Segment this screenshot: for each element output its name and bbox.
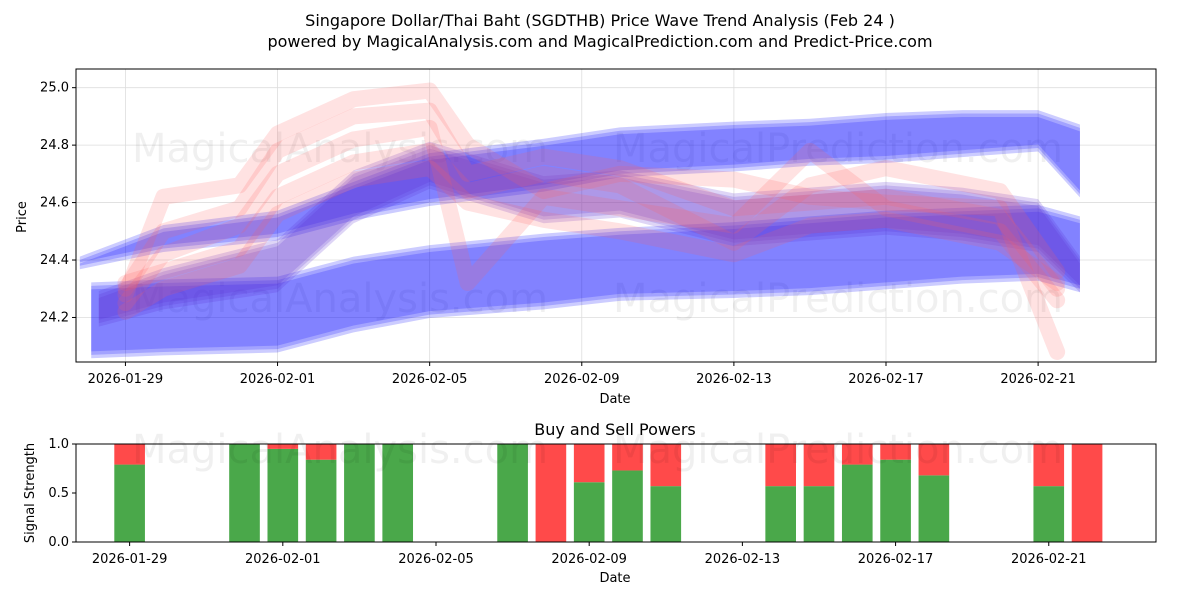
buy-bar xyxy=(497,444,528,542)
powers-xtick-label: 2026-01-29 xyxy=(92,552,168,567)
powers-xtick-label: 2026-02-17 xyxy=(858,552,934,567)
watermark-text: MagicalAnalysis.com xyxy=(132,276,548,322)
buy-bar xyxy=(880,459,911,542)
wave-line-0 xyxy=(117,82,1066,360)
powers-ylabel: Signal Strength xyxy=(23,443,38,543)
sell-bar xyxy=(267,444,299,449)
buy-bar xyxy=(841,464,873,542)
price-xlabel: Date xyxy=(599,392,630,407)
chart-title-line1: Singapore Dollar/Thai Baht (SGDTHB) Pric… xyxy=(305,11,895,30)
sell-bar xyxy=(1071,444,1103,542)
sell-bar xyxy=(841,444,873,465)
watermark-text: MagicalPrediction.com xyxy=(613,126,1063,172)
powers-xlabel: Date xyxy=(599,571,630,586)
price-xtick-label: 2026-02-17 xyxy=(848,372,924,387)
buy-bar xyxy=(382,444,414,542)
price-series-area xyxy=(79,82,1080,360)
price-ytick-label: 25.0 xyxy=(40,81,69,96)
powers-ytick-label: 0.5 xyxy=(48,486,69,501)
buy-bar xyxy=(650,486,682,542)
powers-xtick-label: 2026-02-01 xyxy=(245,552,321,567)
price-xtick-label: 2026-02-09 xyxy=(544,372,620,387)
sell-bar xyxy=(1033,444,1065,487)
powers-xtick-label: 2026-02-13 xyxy=(705,552,781,567)
buy-bar xyxy=(305,459,337,542)
watermark-text: MagicalAnalysis.com xyxy=(132,427,548,473)
buy-bar xyxy=(267,448,299,542)
sell-bar xyxy=(918,444,950,476)
sell-bar xyxy=(535,444,567,542)
band-blue-lower-band-1 xyxy=(91,208,1080,355)
buy-bar xyxy=(344,444,375,542)
band-purple-wave-0 xyxy=(98,148,1080,327)
price-xtick-label: 2026-02-21 xyxy=(1000,372,1076,387)
price-ytick-label: 24.8 xyxy=(40,138,69,153)
wave-line-2 xyxy=(117,119,1066,312)
price-plot-frame xyxy=(75,68,1157,363)
sell-bar xyxy=(114,444,145,465)
watermark-text: MagicalPrediction.com xyxy=(613,427,1063,473)
sell-bar xyxy=(305,444,337,460)
buy-bar xyxy=(765,486,796,542)
band-blue-upper-band-1 xyxy=(79,113,1080,266)
sell-bar xyxy=(803,444,835,487)
band-purple-wave-2 xyxy=(98,141,1080,320)
powers-xtick-label: 2026-02-21 xyxy=(1011,552,1087,567)
price-xtick-label: 2026-02-05 xyxy=(392,372,468,387)
buy-bar xyxy=(229,444,260,542)
band-blue-upper-band-0 xyxy=(79,116,1080,270)
price-xtick-label: 2026-02-01 xyxy=(240,372,316,387)
buy-bar xyxy=(114,464,145,542)
powers-xtick-label: 2026-02-09 xyxy=(551,552,627,567)
powers-ytick-label: 1.0 xyxy=(48,437,69,452)
price-ytick-label: 24.6 xyxy=(40,196,69,211)
sell-bar xyxy=(650,444,682,487)
band-purple-wave-1 xyxy=(98,145,1080,324)
band-blue-lower-band-0 xyxy=(91,211,1080,359)
watermark-text: MagicalAnalysis.com xyxy=(132,126,548,172)
sell-bar xyxy=(612,444,643,471)
sell-bar xyxy=(880,444,911,460)
buy-bar xyxy=(1033,486,1065,542)
powers-title: Buy and Sell Powers xyxy=(534,420,696,439)
chart-title-line2: powered by MagicalAnalysis.com and Magic… xyxy=(267,32,932,51)
sell-bar xyxy=(765,444,796,487)
band-blue-lower-band-2 xyxy=(91,204,1080,352)
buy-bar xyxy=(573,482,605,542)
price-ytick-label: 24.2 xyxy=(40,310,69,325)
wave-line-4 xyxy=(117,160,1066,320)
buy-bar xyxy=(612,470,643,542)
wave-line-3 xyxy=(117,142,1066,292)
price-ytick-label: 24.4 xyxy=(40,253,69,268)
powers-plot: MagicalAnalysis.com MagicalPrediction.com… xyxy=(48,427,1157,567)
powers-xtick-label: 2026-02-05 xyxy=(398,552,474,567)
buy-bar xyxy=(803,486,835,542)
wave-line-1 xyxy=(117,102,1066,297)
price-plot: MagicalAnalysis.com MagicalPrediction.com… xyxy=(40,68,1157,387)
watermark-text: MagicalPrediction.com xyxy=(613,276,1063,322)
powers-ytick-label: 0.0 xyxy=(48,535,69,550)
price-ylabel: Price xyxy=(15,201,30,233)
price-xtick-label: 2026-02-13 xyxy=(696,372,772,387)
buy-bar xyxy=(918,475,950,542)
price-xtick-label: 2026-01-29 xyxy=(88,372,164,387)
band-blue-upper-band-2 xyxy=(79,110,1080,263)
sell-bar xyxy=(573,444,605,483)
